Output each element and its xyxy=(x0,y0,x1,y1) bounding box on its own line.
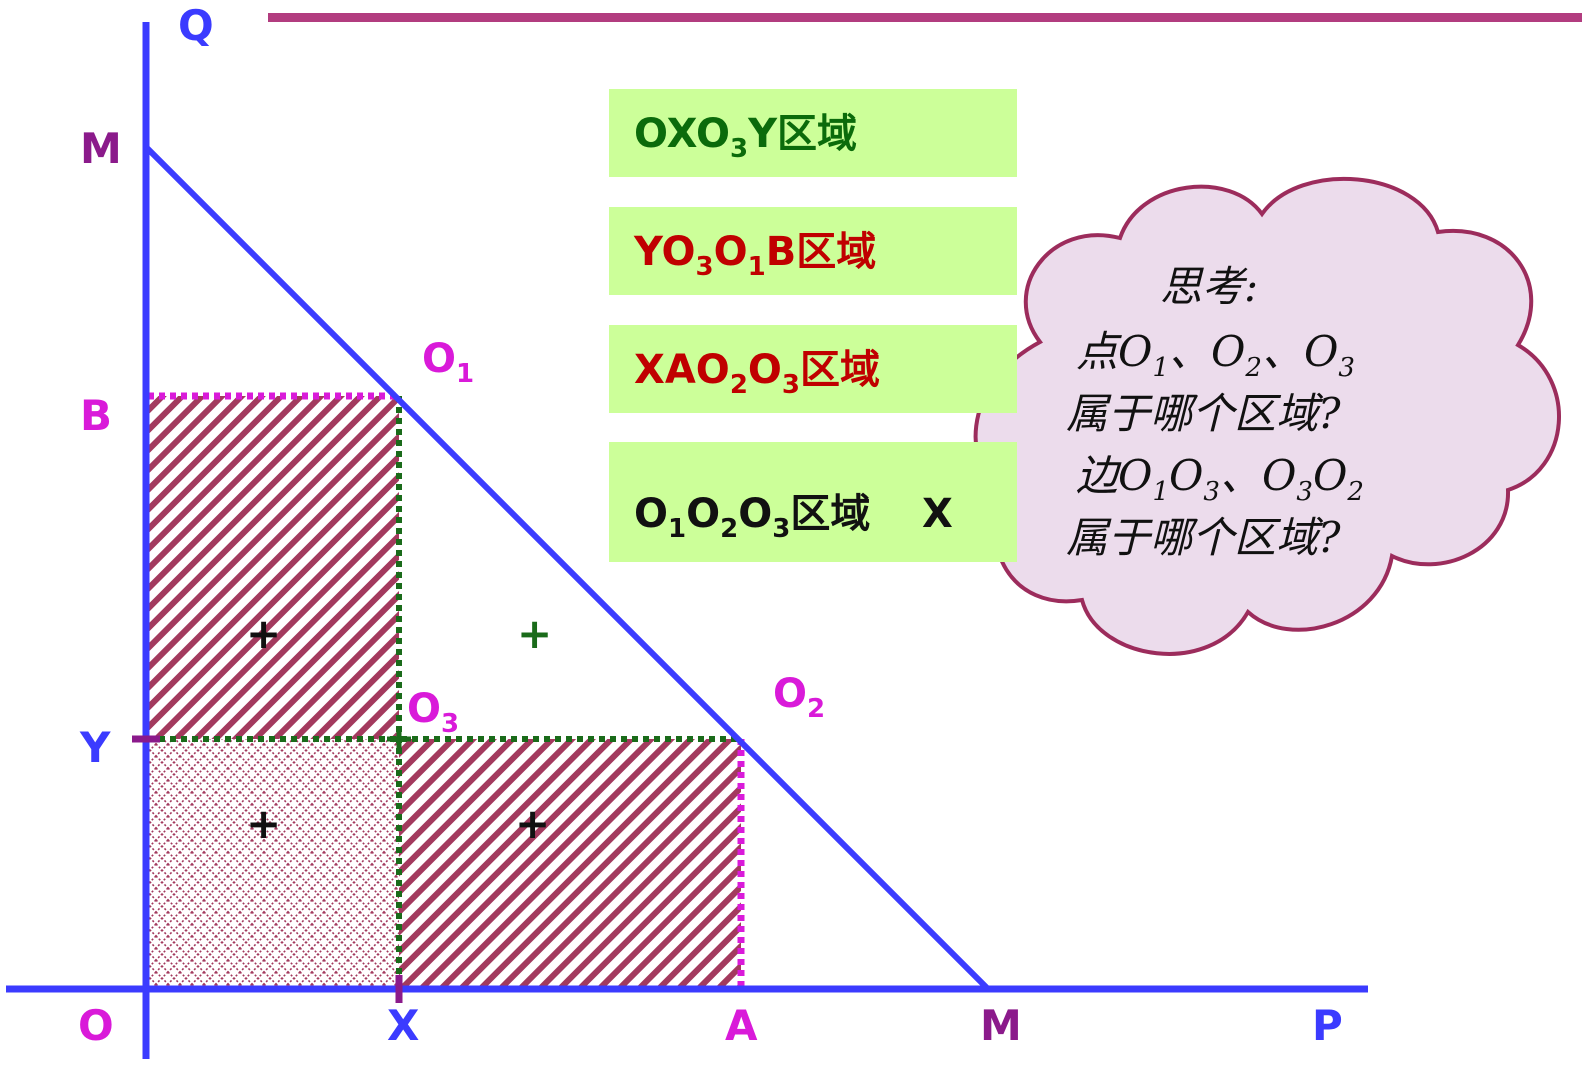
thinking-line-2: 属于哪个区域? xyxy=(1066,389,1341,438)
label-b: B xyxy=(80,391,112,440)
plus-sign-bottom-left: + xyxy=(246,799,281,848)
thought-cloud-shape xyxy=(973,176,1561,656)
legend-box-yo3o1b: YO3O1B区域 xyxy=(609,207,1017,295)
label-x: X xyxy=(387,1001,419,1050)
legend-box-o1o2o3: O1O2O3区域 X xyxy=(609,442,1017,562)
legend-box-bg xyxy=(609,325,1017,413)
label-a: A xyxy=(725,1001,758,1050)
label-m-top: M xyxy=(80,124,122,173)
plus-sign-top-left: + xyxy=(246,609,281,658)
thinking-line-3: 边O1O3、O3O2 xyxy=(1076,451,1364,507)
legend-box-bg xyxy=(609,442,1017,562)
label-m-right: M xyxy=(980,1001,1022,1050)
legend-text-o1o2o3: O1O2O3区域 xyxy=(634,491,870,544)
label-o: O xyxy=(78,1001,114,1050)
legend-box-bg xyxy=(609,207,1017,295)
legend-mark-x: X xyxy=(922,491,953,537)
legend-text-xao2o3: XAO2O3区域 xyxy=(634,347,880,400)
top-decorative-bar xyxy=(268,13,1582,22)
thought-cloud: 思考: 点O1、O2、O3 属于哪个区域? 边O1O3、O3O2 属于哪个区域? xyxy=(973,176,1561,656)
legend-box-oxo3y: OXO3Y区域 xyxy=(609,89,1017,177)
budget-line-mm xyxy=(143,144,991,992)
legend-box-xao2o3: XAO2O3区域 xyxy=(609,325,1017,413)
legend-text-yo3o1b: YO3O1B区域 xyxy=(633,229,876,282)
thinking-line-1: 点O1、O2、O3 xyxy=(1076,327,1355,383)
label-y: Y xyxy=(79,723,111,772)
legend-box-bg xyxy=(609,89,1017,177)
thinking-title: 思考: xyxy=(1160,262,1258,311)
label-p: P xyxy=(1312,1001,1343,1050)
legend-text-oxo3y: OXO3Y区域 xyxy=(634,111,857,164)
label-o3: O3 xyxy=(407,686,459,739)
region-oxo3y-crosshatched xyxy=(148,739,399,989)
plus-sign-bottom-right: + xyxy=(515,799,550,848)
thinking-line-4: 属于哪个区域? xyxy=(1066,513,1341,562)
label-o2: O2 xyxy=(773,671,825,724)
label-o1: O1 xyxy=(422,336,474,389)
region-ybo1-hatched xyxy=(148,396,399,739)
label-q: Q xyxy=(178,1,214,50)
region-xao2o3-hatched xyxy=(399,739,741,989)
plus-sign-white-region: + xyxy=(517,609,552,658)
